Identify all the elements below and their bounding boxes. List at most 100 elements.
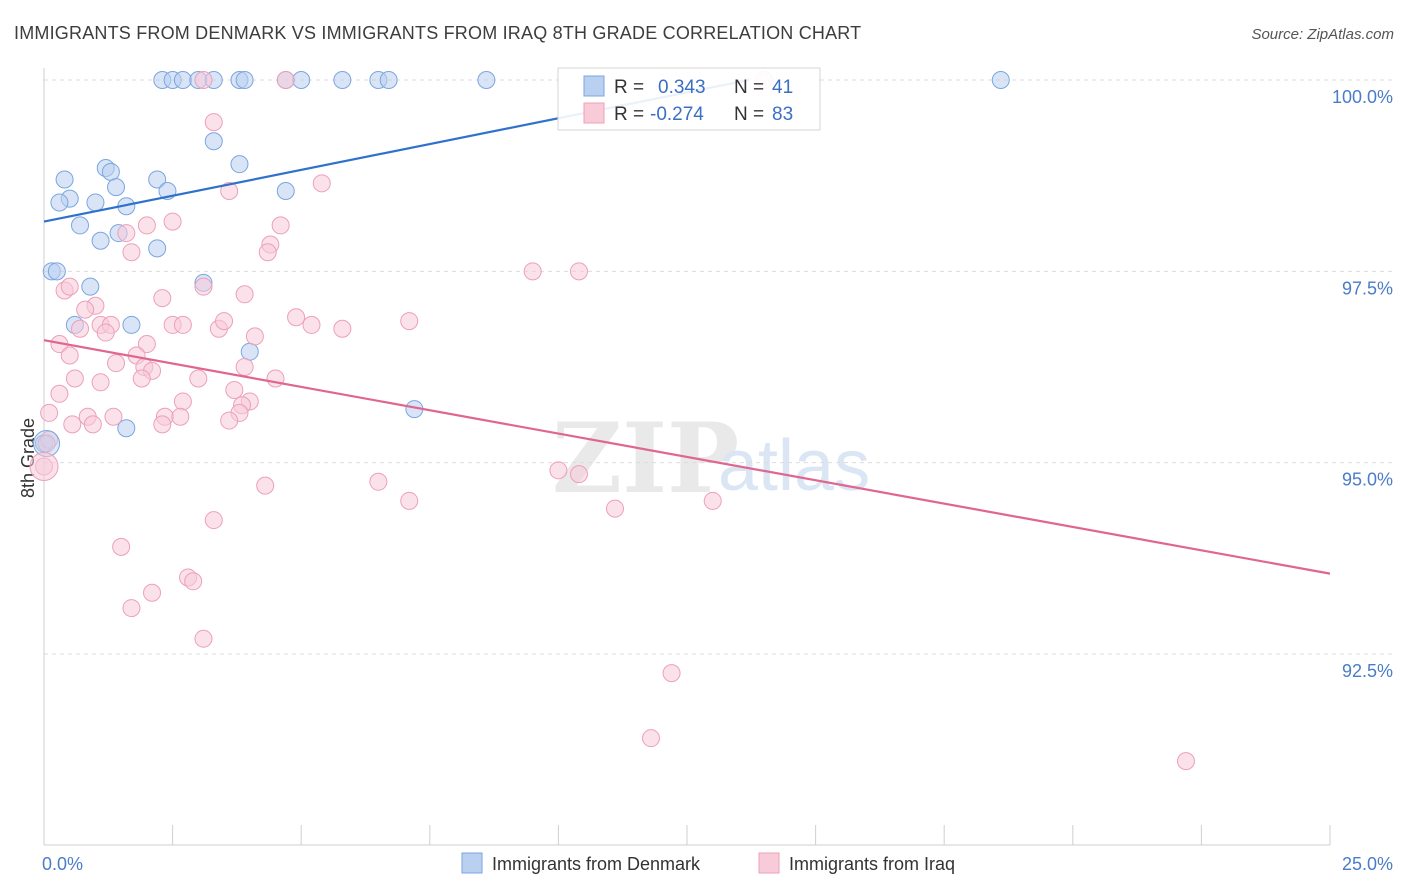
point-iraq-9	[117, 224, 136, 243]
point-iraq-79	[662, 664, 681, 683]
y-tick-label-0: 100.0%	[1332, 87, 1393, 107]
point-iraq-76	[143, 583, 162, 602]
point-iraq-18	[194, 277, 213, 296]
point-iraq-19	[235, 285, 254, 304]
point-iraq-12	[258, 243, 277, 262]
point-iraq-50	[173, 392, 192, 411]
point-denmark-18	[55, 170, 74, 189]
legend: Immigrants from Denmark Immigrants from …	[461, 852, 955, 874]
point-iraq-43	[189, 369, 208, 388]
point-iraq-60	[83, 415, 102, 434]
stats-r-label-denmark: R =	[614, 77, 644, 98]
point-iraq-34	[245, 327, 264, 346]
stats-n-label-denmark: N =	[734, 77, 764, 98]
stats-n-value-denmark: 41	[772, 77, 793, 98]
point-denmark-12	[477, 71, 496, 89]
point-iraq-56	[104, 407, 123, 426]
point-denmark-36	[122, 315, 141, 334]
point-iraq-45	[132, 369, 151, 388]
y-tick-labels: 100.0% 97.5% 95.0% 92.5%	[1332, 87, 1393, 681]
point-iraq-66	[569, 465, 588, 484]
stats-r-value-denmark: 0.343	[658, 77, 706, 98]
point-denmark-33	[81, 277, 100, 296]
point-iraq-72	[204, 511, 223, 530]
point-iraq-67	[369, 472, 388, 491]
point-iraq-36	[137, 335, 156, 354]
trend-line-iraq	[43, 339, 1331, 575]
stats-r-value-iraq: -0.274	[650, 104, 704, 125]
point-iraq-78	[194, 629, 213, 648]
point-denmark-14	[204, 132, 223, 151]
point-iraq-23	[400, 312, 419, 331]
point-iraq-80	[641, 729, 660, 748]
point-iraq-41	[235, 358, 254, 376]
legend-swatch-iraq[interactable]	[758, 852, 780, 874]
point-iraq-8	[271, 216, 290, 235]
point-iraq-11	[122, 243, 141, 262]
legend-swatch-denmark[interactable]	[461, 852, 483, 874]
point-iraq-14	[569, 262, 588, 281]
point-iraq-5	[312, 174, 331, 193]
point-denmark-11	[379, 71, 398, 89]
point-iraq-59	[63, 415, 82, 434]
stats-box: R = 0.343 N = 41 R = -0.274 N = 83	[557, 67, 821, 131]
point-denmark-27	[71, 216, 90, 235]
point-denmark-13	[991, 71, 1010, 89]
point-iraq-0	[194, 71, 213, 89]
point-iraq-58	[171, 407, 190, 426]
point-iraq-6	[163, 212, 182, 231]
watermark: ZIP atlas	[552, 402, 870, 515]
point-iraq-54	[40, 403, 59, 422]
point-iraq-82	[37, 434, 56, 453]
point-iraq-30	[302, 315, 321, 334]
point-iraq-65	[549, 461, 568, 480]
point-iraq-49	[50, 384, 69, 403]
point-iraq-31	[333, 319, 352, 338]
point-iraq-16	[60, 277, 79, 296]
point-denmark-9	[333, 71, 352, 89]
y-axis-label: 8th Grade	[18, 418, 38, 498]
point-denmark-6	[235, 71, 254, 89]
legend-label-denmark[interactable]: Immigrants from Denmark	[492, 854, 701, 874]
point-iraq-22	[287, 308, 306, 327]
point-iraq-33	[71, 319, 90, 338]
stats-r-label-iraq: R =	[614, 104, 644, 125]
scatter-points	[29, 71, 1195, 771]
point-denmark-15	[230, 155, 249, 174]
point-iraq-77	[122, 599, 141, 618]
y-tick-label-1: 97.5%	[1342, 278, 1393, 298]
point-denmark-20	[107, 178, 126, 197]
chart-title: IMMIGRANTS FROM DENMARK VS IMMIGRANTS FR…	[14, 23, 861, 43]
point-iraq-48	[225, 380, 244, 399]
point-iraq-1	[276, 71, 295, 89]
stats-n-label-iraq: N =	[734, 104, 764, 125]
point-iraq-cluster	[29, 451, 59, 481]
point-iraq-17	[153, 289, 172, 308]
point-iraq-27	[173, 315, 192, 334]
point-denmark-17	[101, 162, 120, 181]
y-tick-label-3: 92.5%	[1342, 661, 1393, 681]
point-iraq-3	[204, 113, 223, 132]
point-denmark-24	[50, 193, 69, 212]
point-iraq-32	[96, 323, 115, 342]
point-denmark-8	[292, 71, 311, 89]
point-denmark-32	[47, 262, 66, 281]
point-iraq-68	[256, 476, 275, 495]
y-tick-label-2: 95.0%	[1342, 470, 1393, 490]
legend-label-iraq[interactable]: Immigrants from Iraq	[789, 854, 955, 874]
point-iraq-13	[523, 262, 542, 281]
point-denmark-29	[91, 231, 110, 250]
point-denmark-19	[148, 170, 167, 189]
x-tick-labels: 0.0% 25.0%	[42, 854, 1393, 874]
stats-swatch-denmark	[583, 75, 605, 97]
point-denmark-22	[276, 181, 295, 200]
chart-source: Source: ZipAtlas.com	[1251, 26, 1394, 43]
point-iraq-69	[400, 491, 419, 510]
point-denmark-2	[173, 71, 192, 89]
point-iraq-47	[91, 373, 110, 392]
point-iraq-44	[266, 369, 285, 388]
x-tick-label-1: 25.0%	[1342, 854, 1393, 874]
point-iraq-46	[65, 369, 84, 388]
point-iraq-71	[605, 499, 624, 518]
